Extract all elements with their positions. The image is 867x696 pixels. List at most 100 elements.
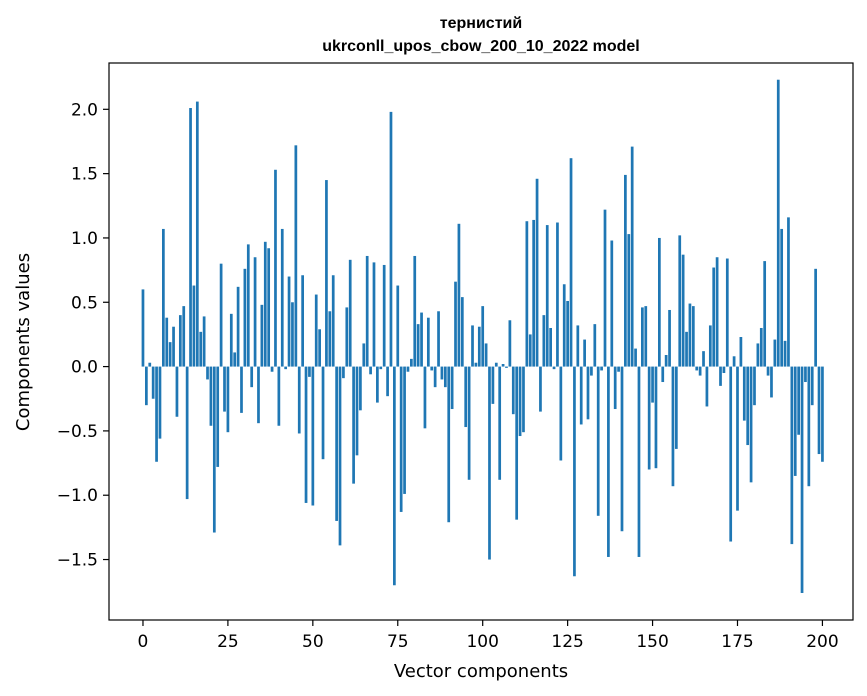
bar-component-154 bbox=[664, 355, 668, 367]
bar-component-72 bbox=[386, 366, 389, 397]
bar-component-62 bbox=[352, 366, 355, 484]
bar-component-172 bbox=[725, 258, 729, 367]
bar-component-90 bbox=[447, 366, 451, 523]
bar-component-50 bbox=[311, 366, 315, 506]
bar-component-74 bbox=[393, 366, 396, 586]
bar-component-195 bbox=[804, 366, 807, 383]
bar-component-63 bbox=[355, 366, 359, 456]
bar-component-27 bbox=[233, 352, 237, 367]
bar-component-120 bbox=[549, 327, 552, 367]
bar-component-135 bbox=[600, 366, 603, 371]
bar-component-191 bbox=[790, 366, 794, 545]
bar-component-165 bbox=[702, 351, 705, 367]
bar-component-41 bbox=[280, 228, 284, 367]
bar-component-95 bbox=[464, 366, 468, 428]
bar-component-169 bbox=[715, 257, 719, 367]
bar-component-46 bbox=[297, 366, 301, 434]
bar-component-3 bbox=[151, 366, 155, 399]
bar-component-71 bbox=[382, 264, 386, 367]
y-tick-label: 1.0 bbox=[71, 229, 98, 249]
bar-component-56 bbox=[331, 275, 335, 367]
bar-component-161 bbox=[688, 303, 692, 367]
bar-component-75 bbox=[396, 285, 400, 367]
chart-subtitle: ukrconll_upos_cbow_200_10_2022 model bbox=[322, 38, 639, 55]
bar-component-193 bbox=[797, 366, 800, 435]
bar-component-81 bbox=[416, 324, 420, 367]
bars-group bbox=[141, 79, 824, 593]
bar-component-32 bbox=[250, 366, 254, 388]
bar-component-106 bbox=[501, 364, 505, 367]
bar-component-38 bbox=[270, 366, 274, 372]
y-tick-label: −0.5 bbox=[57, 422, 98, 442]
bar-component-148 bbox=[644, 306, 648, 367]
bar-component-137 bbox=[607, 366, 610, 557]
bar-component-26 bbox=[229, 313, 233, 367]
bar-component-68 bbox=[372, 262, 376, 367]
bar-component-101 bbox=[484, 343, 488, 367]
bar-component-140 bbox=[617, 366, 620, 372]
bar-component-124 bbox=[562, 284, 566, 367]
x-axis-label: Vector components bbox=[394, 661, 568, 682]
plot-area-frame bbox=[108, 62, 854, 621]
bar-component-177 bbox=[742, 366, 746, 421]
bar-component-136 bbox=[603, 209, 607, 367]
y-tick-label: 1.5 bbox=[71, 165, 98, 185]
bar-component-105 bbox=[498, 366, 502, 480]
bar-component-86 bbox=[433, 366, 437, 388]
bar-component-33 bbox=[253, 257, 257, 367]
bar-component-119 bbox=[545, 225, 549, 367]
bar-component-21 bbox=[212, 366, 216, 533]
bar-component-98 bbox=[474, 362, 478, 367]
bar-component-9 bbox=[172, 326, 175, 367]
bar-component-48 bbox=[304, 366, 308, 503]
bar-component-43 bbox=[287, 276, 291, 367]
bar-component-145 bbox=[634, 348, 637, 367]
x-tick-label: 150 bbox=[636, 632, 668, 652]
bar-component-17 bbox=[199, 331, 203, 367]
bar-component-13 bbox=[185, 366, 189, 500]
bar-component-132 bbox=[590, 366, 593, 376]
bar-component-159 bbox=[681, 254, 685, 367]
bar-component-130 bbox=[583, 339, 586, 367]
bar-component-42 bbox=[284, 366, 288, 370]
bar-component-113 bbox=[525, 221, 529, 367]
bar-component-174 bbox=[732, 356, 736, 367]
bar-component-69 bbox=[376, 366, 379, 403]
bar-component-100 bbox=[481, 306, 485, 367]
bar-component-109 bbox=[511, 366, 515, 415]
bar-component-126 bbox=[569, 158, 573, 367]
bar-component-175 bbox=[736, 366, 739, 511]
bar-component-23 bbox=[219, 263, 223, 367]
bar-component-104 bbox=[494, 362, 498, 367]
bar-component-114 bbox=[528, 334, 532, 367]
bar-component-194 bbox=[800, 366, 804, 593]
bar-component-182 bbox=[759, 327, 763, 367]
bar-component-170 bbox=[719, 366, 722, 386]
bar-component-157 bbox=[674, 366, 678, 449]
bar-component-93 bbox=[457, 223, 461, 367]
bar-component-116 bbox=[535, 178, 539, 367]
bar-component-190 bbox=[787, 217, 790, 367]
bar-component-108 bbox=[508, 320, 512, 367]
bar-component-102 bbox=[488, 366, 491, 560]
bar-component-67 bbox=[369, 366, 372, 375]
bar-component-185 bbox=[770, 366, 773, 398]
bar-component-200 bbox=[821, 366, 824, 462]
bar-component-19 bbox=[206, 366, 209, 380]
bar-component-189 bbox=[783, 340, 787, 367]
bar-component-28 bbox=[236, 286, 240, 367]
bar-component-125 bbox=[566, 300, 569, 367]
bar-component-188 bbox=[780, 228, 784, 367]
bar-component-59 bbox=[342, 366, 345, 379]
bar-component-118 bbox=[542, 315, 546, 367]
bar-component-14 bbox=[189, 108, 192, 367]
bar-component-176 bbox=[739, 337, 743, 367]
bar-component-11 bbox=[178, 315, 182, 367]
bar-component-123 bbox=[559, 366, 563, 461]
bar-component-103 bbox=[491, 366, 495, 404]
y-tick-label: −1.0 bbox=[57, 486, 98, 506]
bar-component-16 bbox=[195, 101, 199, 367]
bar-component-22 bbox=[216, 366, 220, 467]
bar-component-31 bbox=[246, 244, 250, 367]
bar-component-5 bbox=[158, 366, 162, 439]
